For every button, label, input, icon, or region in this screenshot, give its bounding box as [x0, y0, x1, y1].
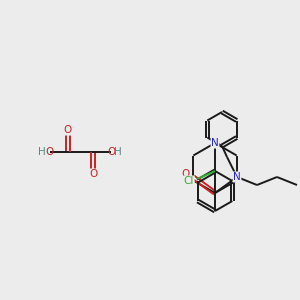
Text: H: H: [114, 147, 122, 157]
Text: H: H: [38, 147, 46, 157]
Text: O: O: [89, 169, 97, 179]
Text: N: N: [233, 172, 241, 182]
Text: O: O: [64, 125, 72, 135]
Text: O: O: [107, 147, 115, 157]
Text: O: O: [45, 147, 53, 157]
Text: Cl: Cl: [184, 176, 194, 186]
Text: O: O: [182, 169, 190, 179]
Text: N: N: [211, 138, 219, 148]
